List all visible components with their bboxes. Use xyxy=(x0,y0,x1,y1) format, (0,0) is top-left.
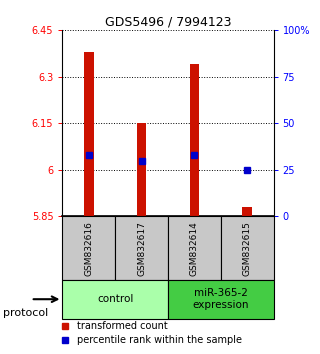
Bar xyxy=(62,280,168,319)
Text: control: control xyxy=(97,294,133,304)
Text: GSM832615: GSM832615 xyxy=(243,221,252,275)
Bar xyxy=(243,207,252,216)
Bar xyxy=(84,52,93,216)
Text: GSM832614: GSM832614 xyxy=(190,221,199,275)
Text: miR-365-2
expression: miR-365-2 expression xyxy=(193,289,249,310)
Bar xyxy=(62,216,115,280)
Bar xyxy=(168,280,274,319)
Text: transformed count: transformed count xyxy=(77,321,168,331)
Bar xyxy=(137,123,146,216)
Text: GSM832617: GSM832617 xyxy=(137,221,146,275)
Text: percentile rank within the sample: percentile rank within the sample xyxy=(77,335,242,345)
Bar xyxy=(115,216,168,280)
Bar xyxy=(168,216,221,280)
Bar xyxy=(221,216,274,280)
Title: GDS5496 / 7994123: GDS5496 / 7994123 xyxy=(105,16,231,29)
Bar xyxy=(190,64,199,216)
Text: GSM832616: GSM832616 xyxy=(84,221,93,275)
Text: protocol: protocol xyxy=(3,308,48,318)
